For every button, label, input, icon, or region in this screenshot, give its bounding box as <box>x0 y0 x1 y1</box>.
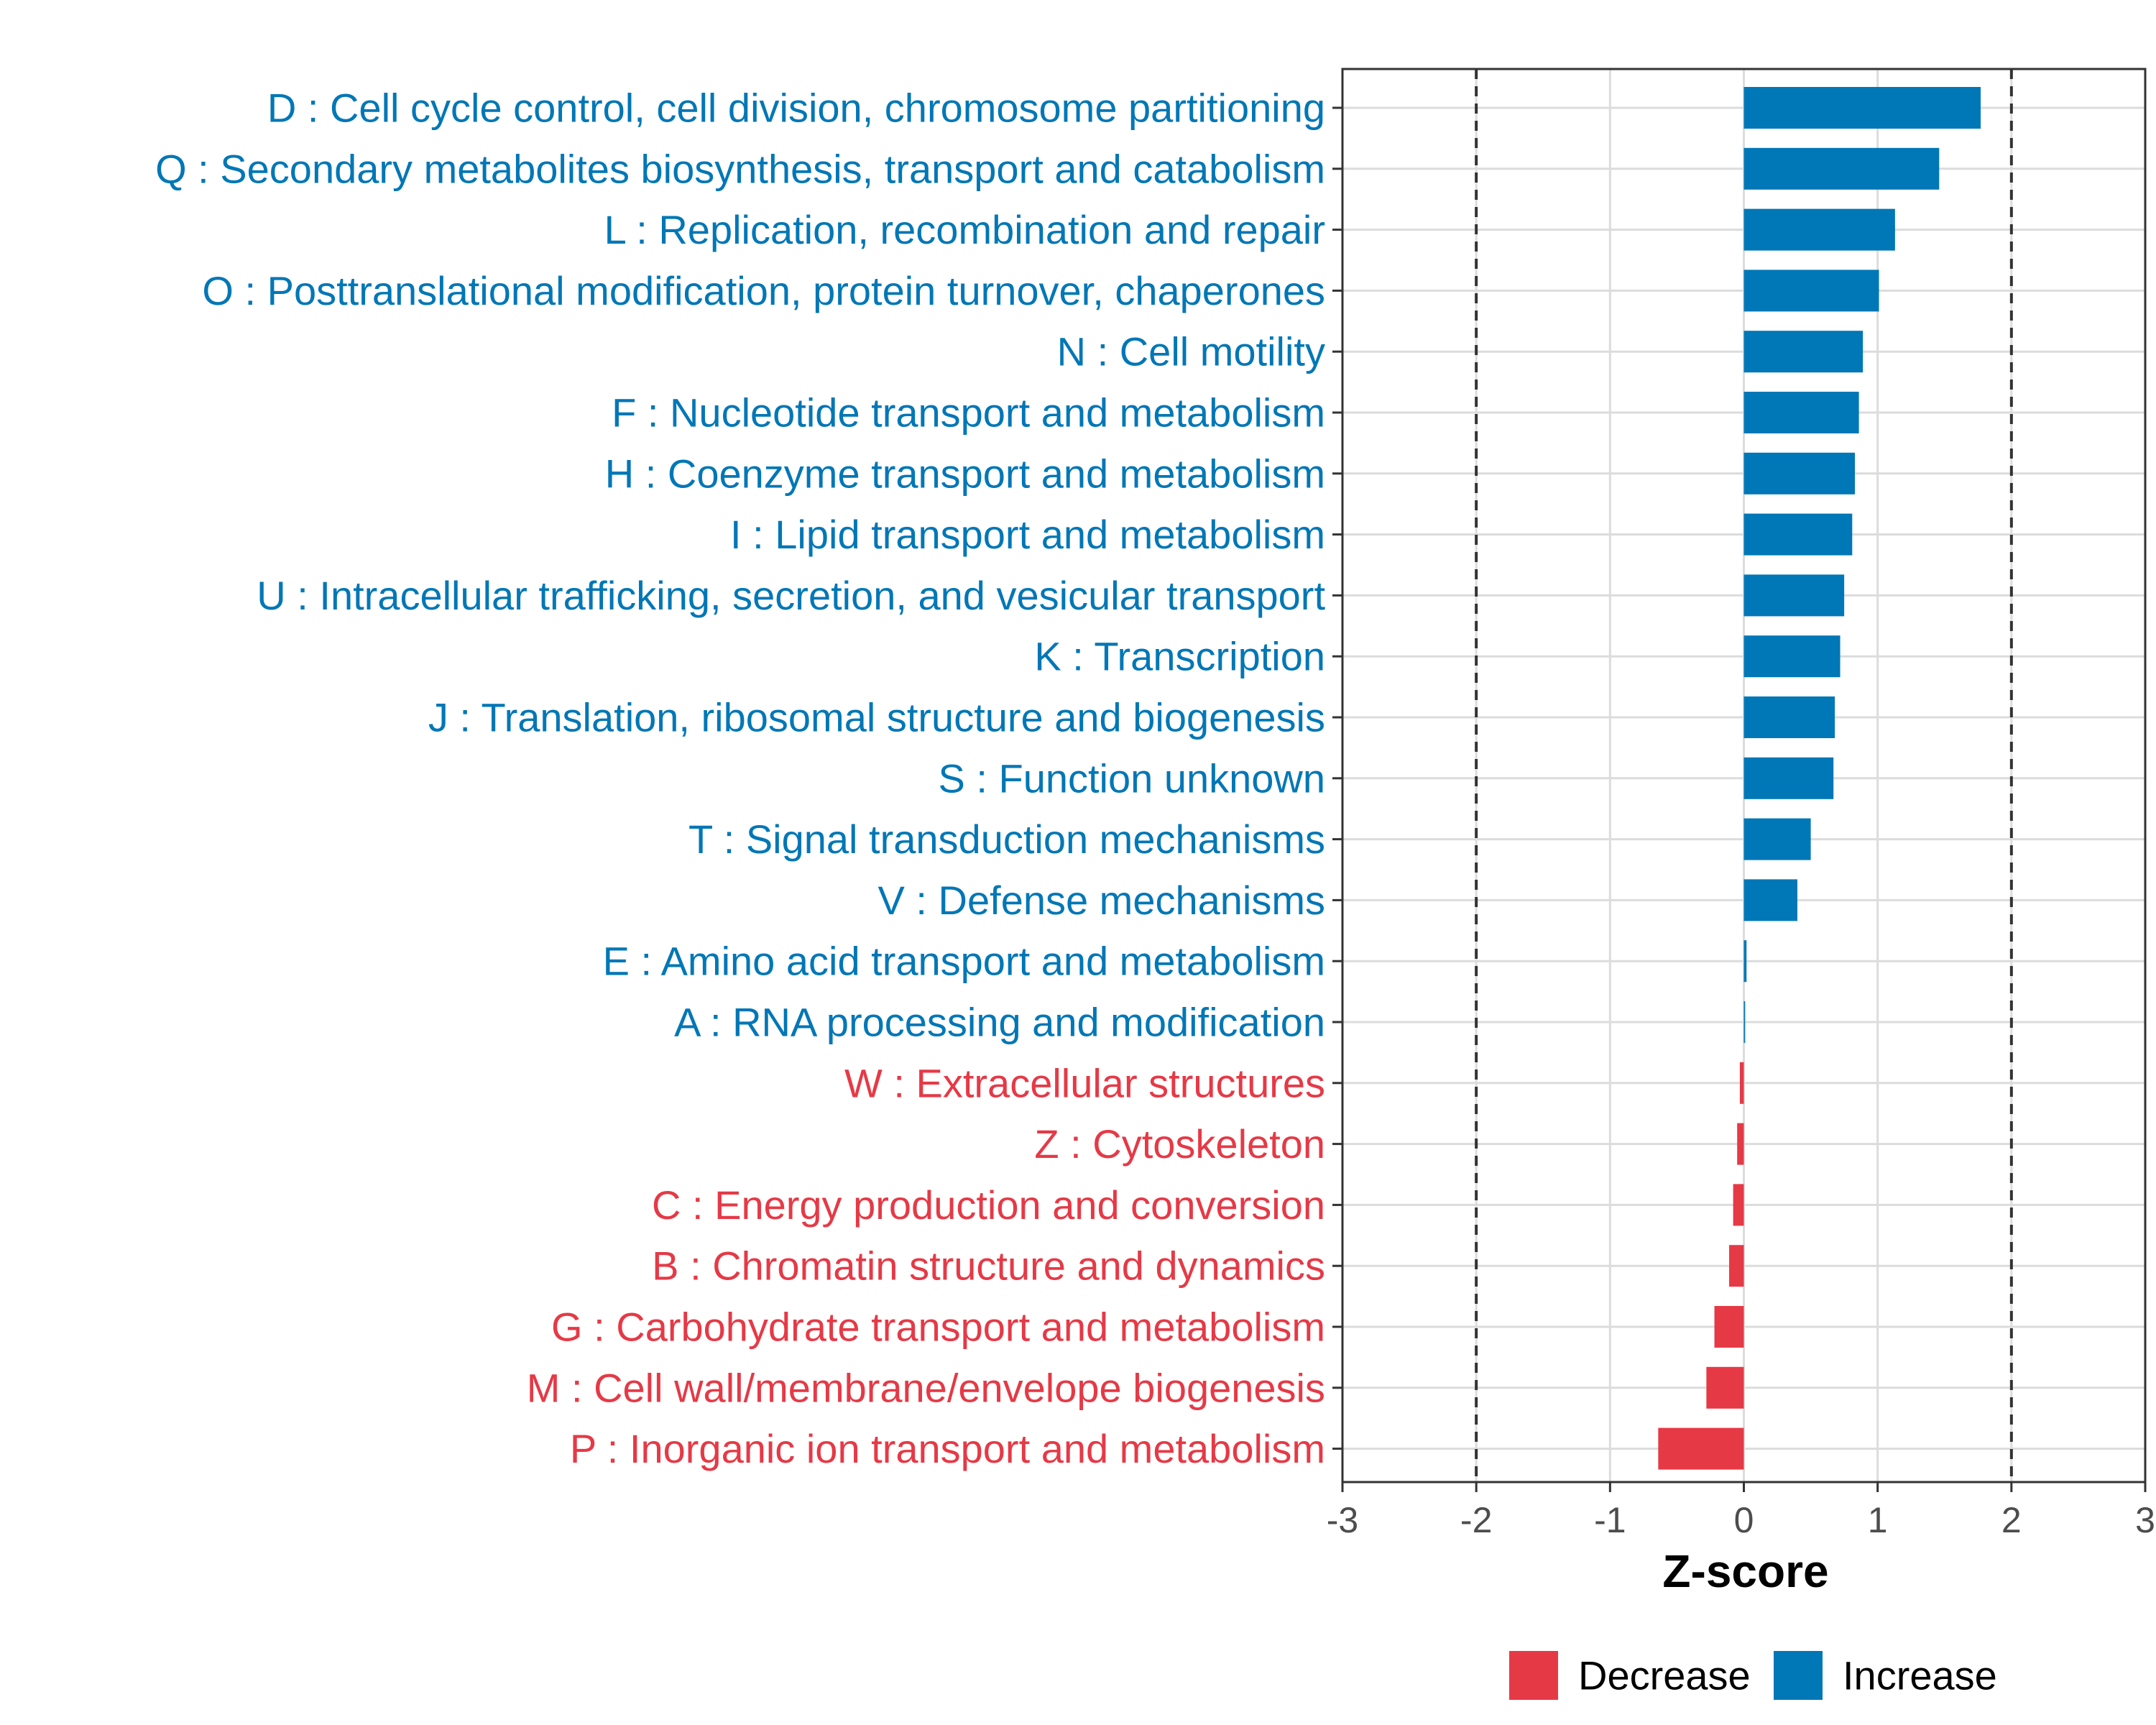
category-label: E : Amino acid transport and metabolism <box>603 939 1325 984</box>
category-label: N : Cell motility <box>1057 329 1325 374</box>
bar <box>1743 331 1864 373</box>
bar <box>1743 574 1845 617</box>
x-tick-label: 2 <box>2001 1500 2022 1540</box>
category-label: S : Function unknown <box>938 755 1325 801</box>
bar <box>1743 757 1834 799</box>
bar <box>1733 1184 1744 1226</box>
x-tick-label: -1 <box>1594 1500 1626 1540</box>
bar <box>1743 392 1859 433</box>
category-labels: D : Cell cycle control, cell division, c… <box>155 86 1342 1471</box>
x-axis-title: Z-score <box>1662 1545 1828 1597</box>
x-tick-label: -2 <box>1460 1500 1492 1540</box>
bar <box>1743 87 1981 129</box>
category-label: T : Signal transduction mechanisms <box>688 816 1325 862</box>
bar <box>1729 1245 1744 1287</box>
category-label: A : RNA processing and modification <box>674 1000 1325 1045</box>
x-tick-label: -3 <box>1327 1500 1358 1540</box>
category-label: V : Defense mechanisms <box>878 878 1325 923</box>
category-label: D : Cell cycle control, cell division, c… <box>267 86 1325 131</box>
bar <box>1743 270 1879 312</box>
bar <box>1743 696 1835 738</box>
bar <box>1743 940 1747 983</box>
legend-key-increase <box>1774 1651 1823 1700</box>
bar <box>1739 1062 1744 1104</box>
category-label: O : Posttranslational modification, prot… <box>202 268 1325 313</box>
category-label: L : Replication, recombination and repai… <box>604 207 1325 252</box>
bar <box>1737 1123 1744 1165</box>
category-label: H : Coenzyme transport and metabolism <box>605 451 1325 496</box>
category-label: F : Nucleotide transport and metabolism <box>612 390 1325 436</box>
category-label: M : Cell wall/membrane/envelope biogenes… <box>527 1365 1325 1410</box>
bar <box>1706 1366 1744 1409</box>
bar <box>1743 208 1895 251</box>
bar <box>1743 635 1841 678</box>
x-tick-label: 1 <box>1868 1500 1888 1540</box>
category-label: C : Energy production and conversion <box>652 1182 1325 1228</box>
category-label: U : Intracellular trafficking, secretion… <box>257 573 1325 618</box>
x-axis: Z-score -3 -2 -1 0 1 2 3 <box>1327 1482 2155 1597</box>
category-label: J : Translation, ribosomal structure and… <box>428 695 1325 740</box>
legend: Decrease Increase <box>1509 1651 1997 1700</box>
legend-label: Decrease <box>1578 1653 1751 1698</box>
bar <box>1743 452 1856 494</box>
category-label: Z : Cytoskeleton <box>1034 1121 1325 1167</box>
category-label: K : Transcription <box>1034 634 1325 679</box>
bar <box>1743 879 1797 921</box>
category-label: I : Lipid transport and metabolism <box>730 512 1325 557</box>
bar <box>1714 1306 1744 1348</box>
bar <box>1658 1427 1744 1470</box>
bar <box>1743 1001 1746 1043</box>
bar <box>1743 147 1940 190</box>
category-label: B : Chromatin structure and dynamics <box>652 1243 1325 1289</box>
bar <box>1743 513 1853 556</box>
category-label: G : Carbohydrate transport and metabolis… <box>551 1305 1325 1350</box>
plot-area <box>1341 68 2147 1484</box>
legend-key-decrease <box>1509 1651 1558 1700</box>
x-tick-label: 0 <box>1734 1500 1754 1540</box>
category-label: W : Extracellular structures <box>844 1060 1325 1105</box>
x-tick-label: 3 <box>2135 1500 2155 1540</box>
category-label: P : Inorganic ion transport and metaboli… <box>570 1426 1325 1471</box>
category-label: Q : Secondary metabolites biosynthesis, … <box>155 146 1325 191</box>
legend-label: Increase <box>1843 1653 1997 1698</box>
bar <box>1743 818 1811 860</box>
